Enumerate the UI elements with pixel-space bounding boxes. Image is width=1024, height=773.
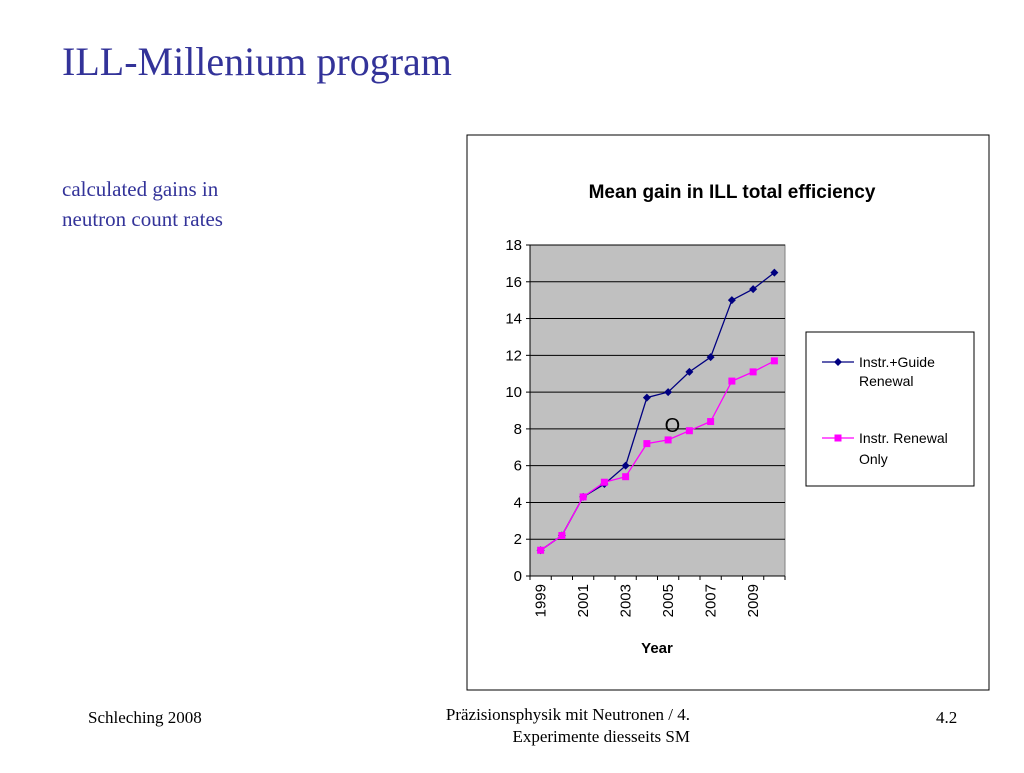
series-lines xyxy=(540,272,775,551)
x-tick-label: 2001 xyxy=(575,584,592,617)
legend-label-series-1: Instr.+Guide xyxy=(859,354,935,370)
data-point xyxy=(685,427,693,435)
legend-marker-diamond xyxy=(834,358,842,366)
legend-label-series-2-line-2: Only xyxy=(859,451,888,467)
y-axis-ticks: 0 2 4 6 8 10 12 14 16 18 xyxy=(505,237,785,585)
footer-center: Präzisionsphysik mit Neutronen / 4. Expe… xyxy=(340,704,690,748)
data-point xyxy=(664,436,672,444)
y-tick-label: 12 xyxy=(505,347,522,364)
x-tick-label: 1999 xyxy=(533,584,550,617)
series-line-2 xyxy=(540,360,775,551)
data-point xyxy=(642,393,651,402)
y-tick-label: 10 xyxy=(505,384,522,401)
legend-marker-square xyxy=(834,434,842,442)
data-point xyxy=(706,353,715,362)
data-point xyxy=(664,388,673,397)
legend-item-series-1: Instr.+Guide Renewal xyxy=(822,354,935,389)
data-point xyxy=(749,368,757,376)
footer-center-line-2: Experimente diesseits SM xyxy=(512,727,690,746)
x-tick-label: 2003 xyxy=(618,584,635,617)
data-point xyxy=(770,357,778,365)
data-point xyxy=(643,440,651,448)
y-tick-label: 16 xyxy=(505,274,522,291)
y-tick-label: 8 xyxy=(514,421,522,438)
x-tick-label: 2005 xyxy=(660,584,677,617)
slide-subtitle: calculated gains in neutron count rates xyxy=(62,177,223,231)
data-point xyxy=(600,478,608,486)
y-tick-label: 0 xyxy=(514,568,522,585)
chart-annotation: O xyxy=(665,415,681,437)
legend-item-series-2: Instr. Renewal Only xyxy=(822,430,948,467)
footer-center-line-1: Präzisionsphysik mit Neutronen / 4. xyxy=(445,705,690,724)
y-tick-label: 18 xyxy=(505,237,522,254)
data-point xyxy=(579,493,587,501)
data-point xyxy=(770,268,779,277)
x-tick-label: 2007 xyxy=(703,584,720,617)
series-markers xyxy=(536,268,779,555)
footer-left: Schleching 2008 xyxy=(88,708,202,727)
slide-title: ILL-Millenium program xyxy=(62,39,452,84)
y-tick-label: 6 xyxy=(514,458,522,475)
x-tick-label: 2009 xyxy=(745,584,762,617)
y-tick-label: 4 xyxy=(514,494,522,511)
legend-box xyxy=(805,331,975,487)
plot-area xyxy=(529,244,786,577)
slide-number: 4.2 xyxy=(936,708,958,727)
legend-label-series-2: Instr. Renewal xyxy=(859,430,948,446)
gridlines xyxy=(530,244,785,540)
data-point xyxy=(537,546,545,554)
x-axis-ticks: 1999 2001 2003 2005 2007 2009 xyxy=(529,576,786,617)
data-point xyxy=(558,532,566,540)
y-tick-label: 2 xyxy=(514,531,522,548)
data-point xyxy=(727,296,736,305)
data-point xyxy=(749,285,758,294)
data-point xyxy=(621,461,630,470)
data-point xyxy=(728,377,736,385)
legend-label-series-1-line-2: Renewal xyxy=(859,373,913,389)
x-axis-label: Year xyxy=(641,640,673,657)
chart-title: Mean gain in ILL total efficiency xyxy=(589,182,876,203)
data-point xyxy=(622,473,630,481)
data-point xyxy=(707,418,715,426)
y-tick-label: 14 xyxy=(505,311,522,328)
data-point xyxy=(685,367,694,376)
